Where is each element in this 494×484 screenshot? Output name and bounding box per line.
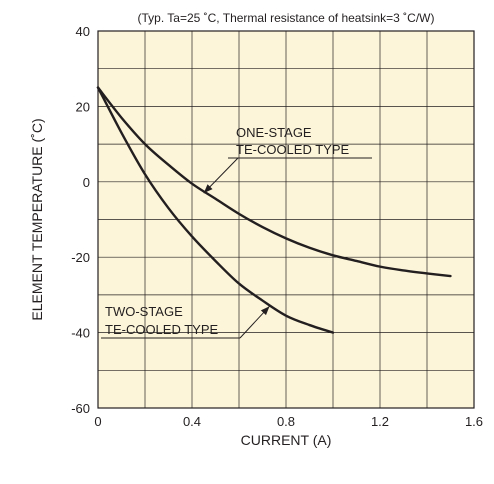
- y-tick-label: 40: [76, 24, 90, 39]
- annotation-arrowhead: [260, 306, 270, 316]
- plot-frame: [97, 30, 475, 409]
- annotation-label: ONE-STAGE: [236, 125, 312, 140]
- x-tick-label: 1.2: [371, 414, 389, 429]
- x-tick-label: 0: [94, 414, 101, 429]
- gridlines: [98, 31, 474, 408]
- y-axis-label: ELEMENT TEMPERATURE (˚C): [29, 118, 45, 320]
- x-axis-label: CURRENT (A): [241, 432, 332, 448]
- x-tick-label: 1.6: [465, 414, 483, 429]
- y-tick-label: -40: [71, 326, 90, 341]
- series-line-two-stage: [96, 86, 335, 334]
- y-tick-label: -60: [71, 401, 90, 416]
- annotation-label: TWO-STAGE: [105, 304, 183, 319]
- series-group: [96, 86, 452, 334]
- x-tick-label: 0.4: [183, 414, 201, 429]
- tick-labels: 0 0.4 0.8 1.2 1.6 40 20 0 -20 -40 -60: [71, 24, 483, 429]
- chart-title: (Typ. Ta=25 ˚C, Thermal resistance of he…: [137, 11, 434, 25]
- annotation-label: TE-COOLED TYPE: [105, 322, 219, 337]
- y-tick-label: -20: [71, 250, 90, 265]
- series-line-one-stage: [96, 86, 452, 278]
- y-tick-label: 0: [83, 175, 90, 190]
- annotation-arrowhead: [203, 184, 213, 194]
- annotations: ONE-STAGE TE-COOLED TYPE TWO-STAGE TE-COOLE…: [101, 125, 372, 339]
- y-tick-label: 20: [76, 99, 90, 114]
- annotation-label: TE-COOLED TYPE: [236, 142, 350, 157]
- x-tick-label: 0.8: [277, 414, 295, 429]
